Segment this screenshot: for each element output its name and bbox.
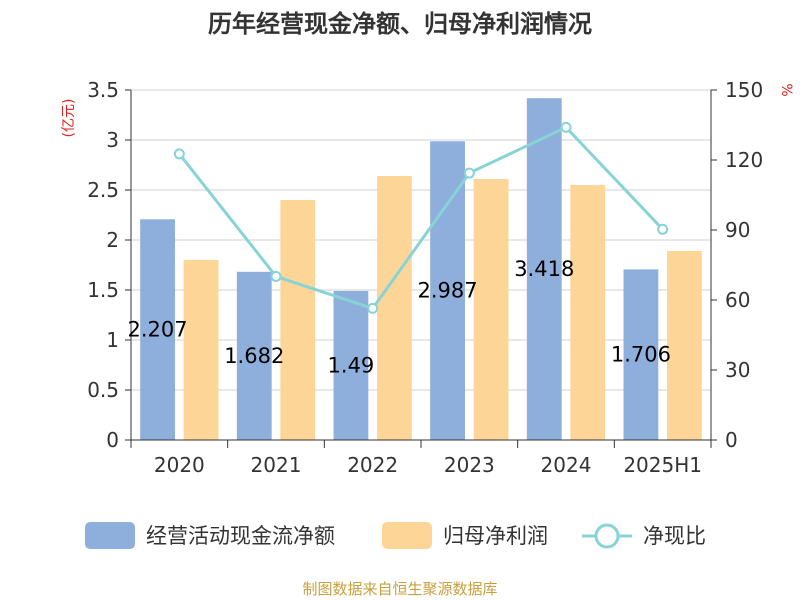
legend-swatch-netprofit — [382, 522, 432, 549]
left-axis-tick-label: 3.5 — [87, 78, 119, 102]
legend-item-ratio[interactable]: 净现比 — [582, 523, 706, 549]
legend-swatch-cashflow — [85, 522, 135, 549]
legend: 经营活动现金流净额 归母净利润 净现比 — [85, 522, 706, 549]
legend-item-netprofit[interactable]: 归母净利润 — [382, 522, 548, 549]
bar-cashflow — [333, 291, 369, 440]
x-axis-tick-label: 2023 — [444, 453, 495, 477]
legend-label-ratio: 净现比 — [643, 524, 706, 548]
left-axis-tick-label: 0.5 — [87, 378, 119, 402]
x-axis-tick-label: 2020 — [154, 453, 205, 477]
legend-label-cashflow: 经营活动现金流净额 — [146, 524, 335, 548]
x-axis-tick-label: 2021 — [251, 453, 302, 477]
left-axis-tick-label: 2 — [106, 228, 119, 252]
bar-cashflow — [236, 271, 272, 440]
bar-netprofit — [473, 179, 509, 440]
ratio-point — [367, 302, 379, 314]
x-axis-tick-label: 2024 — [541, 453, 592, 477]
bar-cashflow — [526, 98, 562, 440]
legend-label-netprofit: 归母净利润 — [443, 524, 548, 548]
right-axis-tick-label: 30 — [725, 358, 750, 382]
ratio-point — [463, 167, 475, 179]
data-label-cashflow: 3.418 — [514, 257, 574, 281]
right-axis-tick-label: 90 — [725, 218, 750, 242]
bar-cashflow — [623, 269, 659, 440]
left-axis-tick-label: 1.5 — [87, 278, 119, 302]
ratio-point — [560, 121, 572, 133]
labels-layer: 2.207 1.682 1.49 2.987 3.418 1.706 — [128, 257, 671, 377]
x-axis-tick-label: 2022 — [347, 453, 398, 477]
right-axis-tick-label: 120 — [725, 148, 763, 172]
legend-item-cashflow[interactable]: 经营活动现金流净额 — [85, 522, 335, 549]
left-axis-tick-label: 3 — [106, 128, 119, 152]
right-axis-tick-label: 150 — [725, 78, 763, 102]
x-axis-tick-label: 2025H1 — [623, 453, 702, 477]
bar-netprofit — [570, 185, 606, 440]
bar-cashflow — [430, 141, 465, 441]
axes-layer: 0 0.5 1 1.5 2 2.5 3 3.5 0 30 60 90 120 150 2020 2021 202… — [87, 78, 763, 477]
legend-marker-ratio — [594, 523, 620, 549]
right-axis-tick-label: 60 — [725, 288, 750, 312]
chart-title: 历年经营现金净额、归母净利润情况 — [208, 10, 592, 38]
left-axis-tick-label: 2.5 — [87, 178, 119, 202]
bar-netprofit — [280, 200, 316, 440]
left-axis-unit: (亿元) — [61, 99, 77, 138]
data-label-cashflow: 1.706 — [611, 343, 671, 367]
data-label-cashflow: 2.987 — [418, 279, 478, 303]
left-axis-tick-label: 1 — [106, 328, 119, 352]
ratio-line — [178, 125, 664, 310]
right-axis-unit: % — [778, 83, 794, 96]
bar-netprofit — [183, 260, 219, 440]
data-label-cashflow: 1.49 — [328, 354, 375, 378]
bars-layer — [140, 98, 702, 441]
bar-netprofit — [667, 251, 702, 440]
right-axis-tick-label: 0 — [725, 428, 738, 452]
ratio-point — [173, 148, 185, 160]
source-note: 制图数据来自恒生聚源数据库 — [302, 580, 497, 598]
data-label-cashflow: 1.682 — [224, 344, 284, 368]
data-label-cashflow: 2.207 — [128, 318, 188, 342]
bar-cashflow — [140, 219, 175, 440]
bar-netprofit — [377, 176, 412, 440]
ratio-point — [270, 270, 282, 282]
ratio-point — [657, 223, 669, 235]
left-axis-tick-label: 0 — [106, 428, 119, 452]
line-layer — [173, 121, 669, 314]
